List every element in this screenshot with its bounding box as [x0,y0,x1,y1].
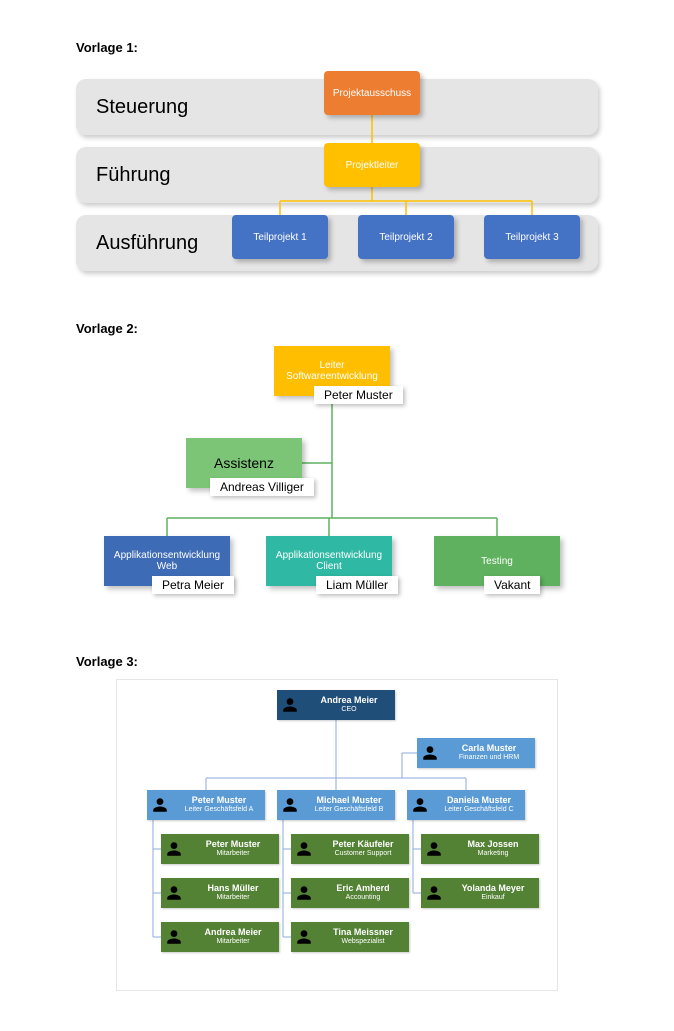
v3-node-b2: Eric AmherdAccounting [291,878,409,908]
v3-node-c2: Yolanda MeyerEinkauf [421,878,539,908]
v3-node-lc: Daniela MusterLeiter Geschäftsfeld C [407,790,525,820]
v1-box-pl: Projektleiter [324,143,420,187]
v3-node-text-fin: Carla MusterFinanzen und HRM [443,744,535,762]
v3-node-text-c1: Max JossenMarketing [447,840,539,858]
person-icon [277,796,303,814]
person-icon [147,796,173,814]
v3-node-text-la: Peter MusterLeiter Geschäftsfeld A [173,796,265,814]
v3-node-fin: Carla MusterFinanzen und HRM [417,738,535,768]
v3-node-c1: Max JossenMarketing [421,834,539,864]
person-icon [421,884,447,902]
v3-node-text-a1: Peter MusterMitarbeiter [187,840,279,858]
v3-node-a1: Peter MusterMitarbeiter [161,834,279,864]
v1-box-pa: Projektausschuss [324,71,420,115]
person-icon [417,744,443,762]
v3-node-text-lc: Daniela MusterLeiter Geschäftsfeld C [433,796,525,814]
heading-vorlage-2: Vorlage 2: [76,321,598,336]
v3-node-text-b2: Eric AmherdAccounting [317,884,409,902]
v3-node-a2: Hans MüllerMitarbeiter [161,878,279,908]
v3-node-text-b3: Tina MeissnerWebspezialist [317,928,409,946]
v3-node-ceo: Andrea MeierCEO [277,690,395,720]
v1-band-label-1: Führung [76,164,171,187]
person-icon [161,928,187,946]
v3-node-text-ceo: Andrea MeierCEO [303,696,395,714]
person-icon [407,796,433,814]
heading-vorlage-1: Vorlage 1: [76,40,598,55]
v3-node-text-b1: Peter KäufelerCustomer Support [317,840,409,858]
vorlage-3-diagram: Andrea MeierCEO Carla MusterFinanzen und … [116,679,558,991]
v1-box-tp3: Teilprojekt 3 [484,215,580,259]
vorlage-1-diagram: Steuerung Führung Ausführung Projektausschu… [76,65,598,293]
v3-node-lb: Michael MusterLeiter Geschäftsfeld B [277,790,395,820]
vorlage-2-diagram: Leiter SoftwareentwicklungPeter MusterAs… [76,346,598,626]
v2-name-client: Liam Müller [316,576,398,594]
person-icon [277,696,303,714]
v1-box-tp2: Teilprojekt 2 [358,215,454,259]
person-icon [291,928,317,946]
heading-vorlage-3: Vorlage 3: [76,654,598,669]
v2-name-assistenz: Andreas Villiger [210,478,314,496]
v3-node-la: Peter MusterLeiter Geschäftsfeld A [147,790,265,820]
v2-name-web: Petra Meier [152,576,234,594]
person-icon [421,840,447,858]
v3-node-a3: Andrea MeierMitarbeiter [161,922,279,952]
v2-name-leiter: Peter Muster [314,386,403,404]
v3-node-text-lb: Michael MusterLeiter Geschäftsfeld B [303,796,395,814]
v1-band-label-2: Ausführung [76,232,198,255]
v3-node-text-a3: Andrea MeierMitarbeiter [187,928,279,946]
v3-node-text-a2: Hans MüllerMitarbeiter [187,884,279,902]
v3-node-text-c2: Yolanda MeyerEinkauf [447,884,539,902]
person-icon [161,884,187,902]
v1-band-label-0: Steuerung [76,96,188,119]
v3-node-b3: Tina MeissnerWebspezialist [291,922,409,952]
v1-box-tp1: Teilprojekt 1 [232,215,328,259]
person-icon [161,840,187,858]
person-icon [291,884,317,902]
v2-name-testing: Vakant [484,576,540,594]
v3-node-b1: Peter KäufelerCustomer Support [291,834,409,864]
person-icon [291,840,317,858]
